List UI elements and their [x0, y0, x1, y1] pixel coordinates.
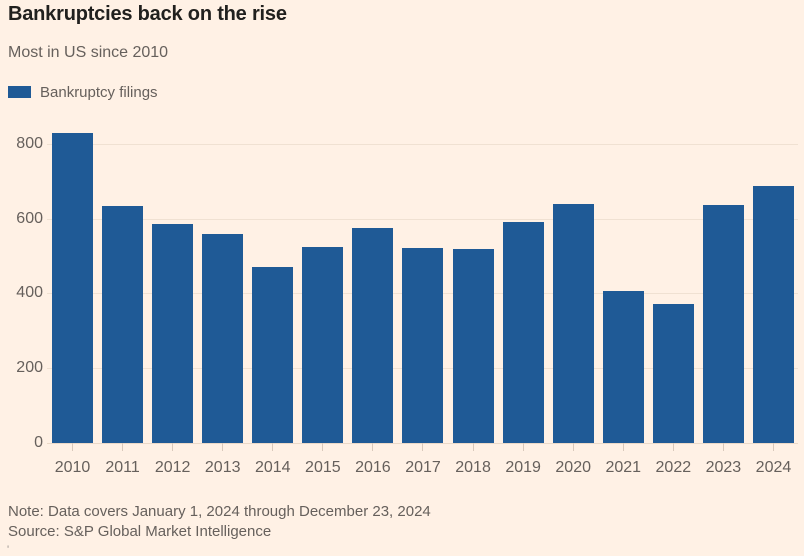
x-tick-mark-2012 [172, 443, 174, 451]
y-tick-label-400: 400 [16, 284, 43, 302]
x-tick-label-2020: 2020 [555, 459, 591, 476]
bar-2014 [252, 266, 294, 443]
bar-2019 [502, 222, 544, 443]
gridline-800 [47, 143, 798, 145]
footnote: Note: Data covers January 1, 2024 throug… [8, 503, 431, 520]
bar-2010 [52, 133, 93, 443]
x-tick-mark-2024 [772, 443, 774, 451]
x-tick-label-2012: 2012 [154, 459, 191, 476]
x-tick-mark-2023 [722, 443, 724, 451]
bar-2013 [202, 234, 244, 443]
legend: Bankruptcy filings [8, 83, 158, 101]
bar-2023 [702, 205, 744, 443]
chart-subtitle: Most in US since 2010 [8, 44, 169, 61]
bar-2017 [402, 248, 444, 443]
x-tick-label-2013: 2013 [204, 459, 241, 476]
bar-2015 [302, 246, 344, 443]
x-tick-label-2018: 2018 [455, 459, 491, 476]
chart-title: Bankruptcies back on the rise [8, 3, 287, 25]
x-tick-mark-2011 [122, 443, 124, 451]
x-tick-mark-2021 [622, 443, 624, 451]
x-tick-label-2022: 2022 [655, 459, 692, 476]
x-tick-mark-2019 [522, 443, 524, 451]
bar-2012 [152, 223, 194, 443]
x-tick-label-2016: 2016 [355, 459, 391, 476]
legend-swatch-icon [8, 86, 31, 98]
y-tick-label-0: 0 [34, 434, 43, 451]
bar-2020 [552, 204, 594, 443]
y-tick-label-200: 200 [16, 359, 43, 377]
bar-2018 [452, 249, 494, 443]
x-tick-label-2021: 2021 [605, 459, 642, 476]
stray-mark: ' [7, 544, 10, 556]
y-axis-labels: 0 200 400 600 800 [0, 125, 43, 451]
bar-2016 [352, 227, 394, 443]
x-tick-mark-2018 [472, 443, 474, 451]
x-tick-label-2017: 2017 [405, 459, 441, 476]
x-tick-mark-2016 [372, 443, 374, 451]
x-tick-mark-2020 [572, 443, 574, 451]
source-line: Source: S&P Global Market Intelligence [8, 523, 272, 540]
x-tick-mark-2022 [672, 443, 674, 451]
x-tick-label-2015: 2015 [305, 459, 341, 476]
x-tick-label-2014: 2014 [254, 459, 291, 476]
x-tick-mark-2014 [272, 443, 274, 451]
x-tick-label-2019: 2019 [505, 459, 541, 476]
x-tick-mark-2013 [222, 443, 224, 451]
bar-2011 [102, 205, 144, 443]
bar-2022 [652, 303, 694, 443]
x-tick-label-2010: 2010 [54, 459, 91, 476]
x-axis-labels: 2010 2011 2012 2013 2014 2015 2016 2017 2018 2019… [48, 459, 798, 479]
legend-label: Bankruptcy filings [40, 83, 158, 101]
plot-area [47, 125, 798, 451]
x-tick-mark-2015 [322, 443, 324, 451]
x-tick-mark-2017 [422, 443, 424, 451]
y-tick-label-800: 800 [16, 134, 43, 152]
x-tick-label-2024: 2024 [755, 459, 792, 476]
x-tick-mark-2010 [72, 443, 73, 451]
bar-2021 [602, 291, 644, 443]
gridline-600 [47, 218, 798, 220]
x-tick-label-2023: 2023 [705, 459, 742, 476]
bar-2024 [752, 186, 794, 443]
y-tick-label-600: 600 [16, 209, 43, 227]
x-tick-label-2011: 2011 [105, 459, 140, 476]
